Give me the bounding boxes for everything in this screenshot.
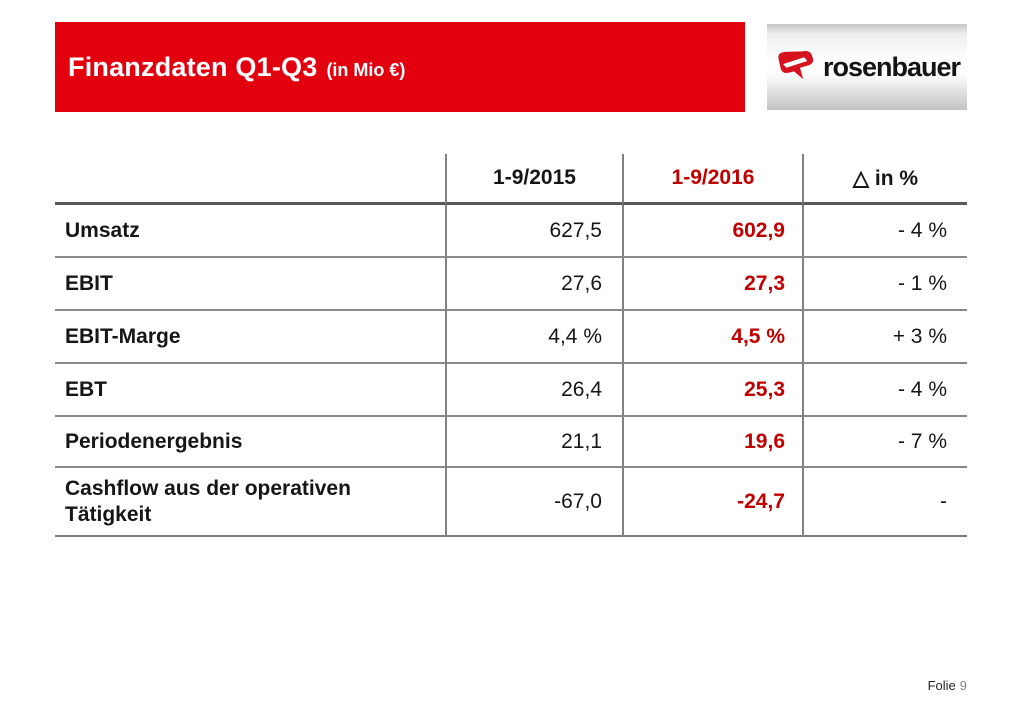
value-2015: 21,1	[445, 417, 622, 468]
value-2016: 27,3	[622, 258, 802, 311]
page-title-unit: (in Mio €)	[326, 59, 406, 80]
slide-page-number: 9	[959, 678, 967, 693]
value-2016: 602,9	[622, 205, 802, 258]
value-delta: -	[802, 468, 967, 537]
row-label: Umsatz	[55, 205, 445, 258]
row-label: EBIT	[55, 258, 445, 311]
value-2015: 627,5	[445, 205, 622, 258]
logo-wordmark: rosenbauer	[822, 51, 961, 82]
column-header-2016: 1-9/2016	[622, 154, 802, 205]
value-2016: -24,7	[622, 468, 802, 537]
column-header-2015: 1-9/2015	[445, 154, 622, 205]
slide-footer: Folie 9	[928, 678, 967, 693]
company-logo: rosenbauer	[767, 24, 967, 110]
row-label: Periodenergebnis	[55, 417, 445, 468]
title-banner: Finanzdaten Q1-Q3 (in Mio €)	[55, 22, 745, 112]
row-label: EBT	[55, 364, 445, 417]
footer-label: Folie	[927, 678, 956, 693]
row-label: EBIT-Marge	[55, 311, 445, 364]
column-header-label	[55, 154, 445, 205]
value-delta: - 4 %	[802, 364, 967, 417]
financial-table: 1-9/2015 1-9/2016 △ in % Umsatz 627,5 60…	[55, 154, 967, 537]
value-delta: - 4 %	[802, 205, 967, 258]
value-2015: 4,4 %	[445, 311, 622, 364]
rosenbauer-r-icon	[774, 50, 816, 86]
value-2016: 4,5 %	[622, 311, 802, 364]
value-2016: 25,3	[622, 364, 802, 417]
value-2015: 26,4	[445, 364, 622, 417]
title-group: Finanzdaten Q1-Q3 (in Mio €)	[68, 52, 405, 83]
value-delta: - 7 %	[802, 417, 967, 468]
page-title: Finanzdaten Q1-Q3	[68, 51, 318, 82]
row-label: Cashflow aus der operativen Tätigkeit	[55, 468, 445, 537]
value-2015: 27,6	[445, 258, 622, 311]
column-header-delta: △ in %	[802, 154, 967, 205]
value-delta: - 1 %	[802, 258, 967, 311]
value-2016: 19,6	[622, 417, 802, 468]
value-delta: + 3 %	[802, 311, 967, 364]
value-2015: -67,0	[445, 468, 622, 537]
